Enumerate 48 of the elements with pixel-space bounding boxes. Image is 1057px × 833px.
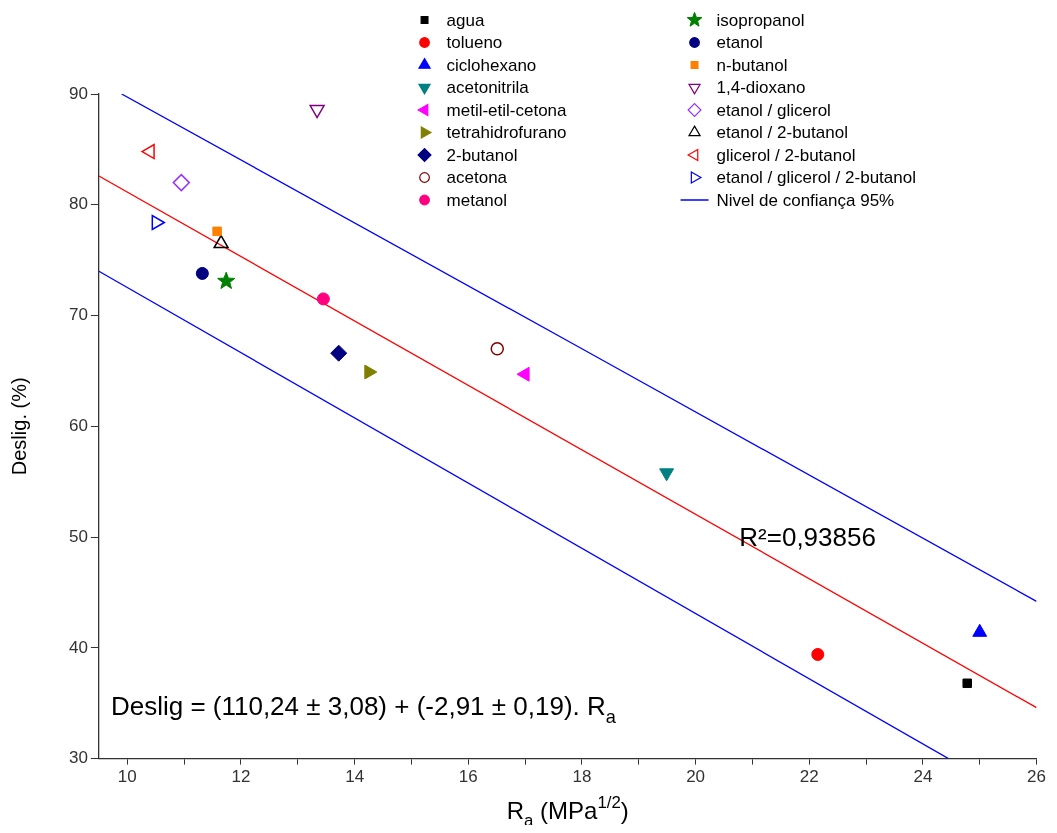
- legend-label: metanol: [446, 190, 508, 210]
- legend-label: 2-butanol: [446, 145, 518, 165]
- legend-label: acetonitrila: [446, 78, 530, 98]
- legend-label: glicerol / 2-butanol: [716, 145, 856, 165]
- y-tick-label: 80: [68, 194, 88, 214]
- legend-label: tolueno: [446, 33, 503, 53]
- y-axis-title: Deslig. (%): [8, 377, 30, 476]
- point: [212, 226, 222, 237]
- x-tick-label: 24: [913, 767, 933, 787]
- point: [217, 271, 236, 289]
- x-tick-label: 14: [345, 767, 365, 787]
- y-tick-label: 50: [68, 526, 88, 546]
- point: [172, 173, 191, 192]
- x-tick-label: 26: [1027, 767, 1047, 787]
- y-tick-label: 90: [68, 83, 88, 103]
- legend-label: etanol / 2-butanol: [716, 123, 848, 143]
- point: [213, 234, 229, 249]
- x-tick-label: 18: [572, 767, 592, 787]
- legend-label: etanol / glicerol / 2-butanol: [716, 168, 916, 188]
- y-tick-label: 60: [68, 415, 88, 435]
- x-tick-label: 12: [231, 767, 251, 787]
- legend-label: 1,4-dioxano: [716, 78, 806, 98]
- legend-label: etanol: [716, 33, 763, 53]
- x-tick-label: 10: [117, 767, 137, 787]
- legend-label: n-butanol: [716, 55, 788, 75]
- legend-label: ciclohexano: [446, 55, 537, 75]
- y-tick-label: 30: [68, 748, 88, 768]
- annotation: R²=0,93856: [739, 521, 876, 552]
- x-tick-label: 22: [799, 767, 819, 787]
- point: [490, 342, 505, 356]
- y-tick-label: 40: [68, 637, 88, 657]
- legend-label: Nivel de confiança 95%: [716, 190, 895, 210]
- x-tick-label: 20: [686, 767, 706, 787]
- point: [811, 647, 825, 661]
- point: [195, 266, 209, 280]
- legend-label: isopropanol: [716, 10, 805, 30]
- legend-label: etanol / glicerol: [716, 100, 831, 120]
- point: [962, 678, 972, 689]
- point: [972, 623, 988, 637]
- x-tick-label: 16: [458, 767, 478, 787]
- y-tick-label: 70: [68, 305, 88, 325]
- legend-label: agua: [446, 10, 485, 30]
- legend-label: metil-etil-cetona: [446, 100, 568, 120]
- point: [316, 292, 330, 306]
- legend-label: tetrahidrofurano: [446, 123, 567, 143]
- point: [330, 344, 348, 362]
- point: [309, 104, 325, 119]
- legend-label: acetona: [446, 168, 508, 188]
